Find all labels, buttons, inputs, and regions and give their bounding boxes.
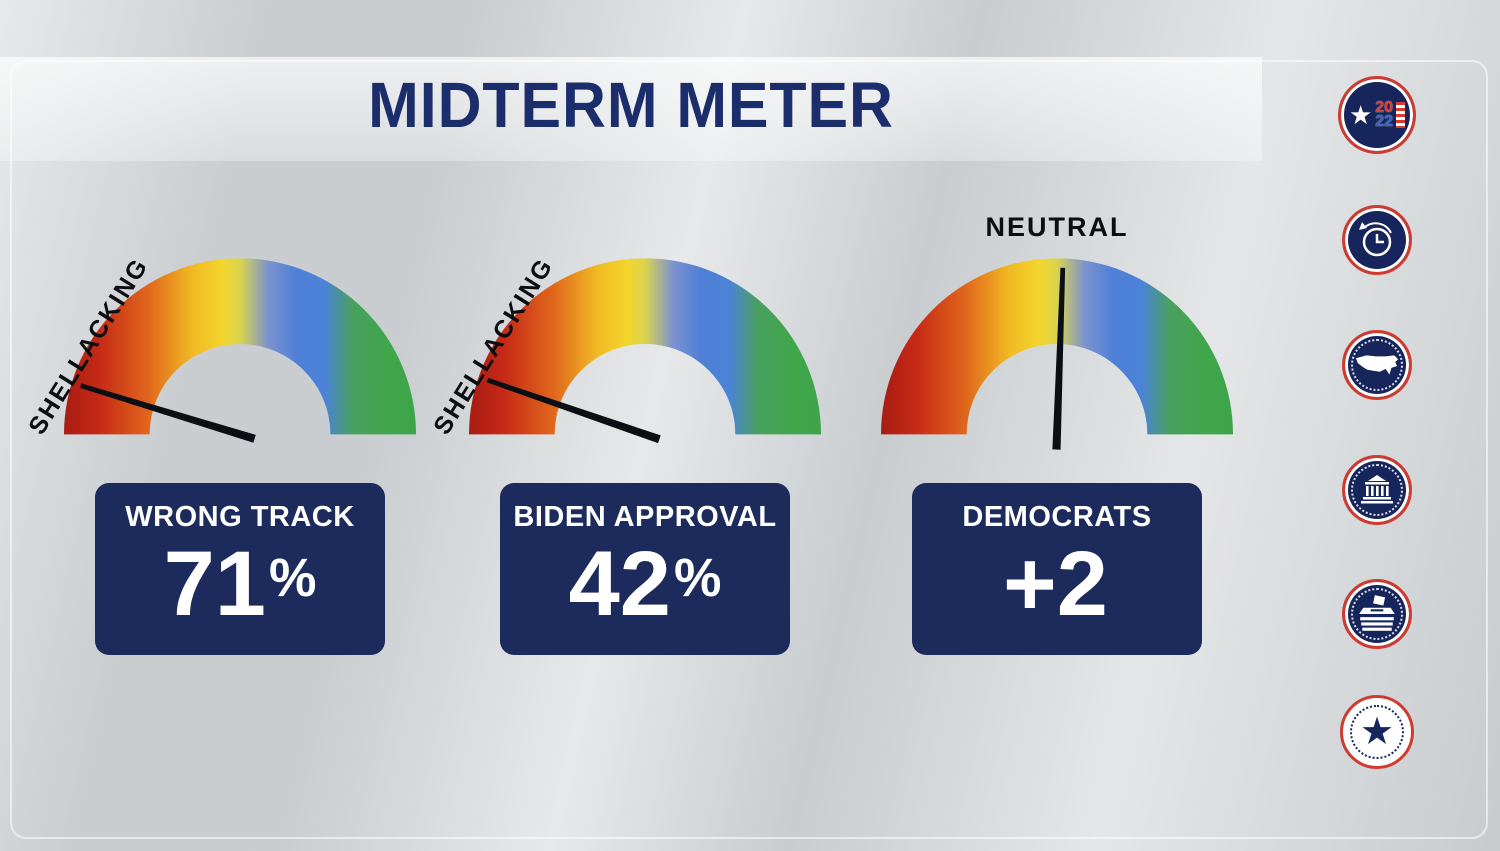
stat-label: BIDEN APPROVAL — [513, 501, 777, 533]
stat-suffix: % — [268, 549, 317, 609]
stat-suffix: % — [673, 549, 722, 609]
gauge-biden-approval: SHELLACKING BIDEN APPROVAL 42% — [428, 253, 821, 655]
gauge-zone-label: NEUTRAL — [985, 212, 1129, 242]
gauge-arc — [469, 258, 821, 444]
gauge-arc — [881, 258, 1233, 450]
star-icon: ★ — [1348, 100, 1373, 130]
election-2022-badge: ★ 20 22 — [1348, 99, 1406, 130]
dotted-ring — [1351, 464, 1403, 516]
dotted-ring — [1351, 339, 1403, 391]
stat-value: 42% — [568, 533, 722, 635]
gauge-needle — [79, 383, 256, 443]
badge-year-bottom: 22 — [1375, 113, 1394, 130]
dotted-ring — [1350, 705, 1404, 759]
stat-value: +2 — [1003, 533, 1108, 635]
star-badge-icon: ★ — [1340, 695, 1414, 769]
clock-glyph — [1359, 222, 1392, 257]
stat-label: WRONG TRACK — [125, 501, 355, 533]
gauge-needle — [486, 377, 661, 444]
election-2022-badge-icon: ★ 20 22 — [1338, 76, 1416, 154]
white-house-icon — [1342, 455, 1412, 525]
stat-card: BIDEN APPROVAL 42% — [500, 483, 790, 655]
gauge-needle — [1052, 267, 1066, 450]
gauge-democrats: NEUTRAL DEMOCRATS +2 — [881, 212, 1233, 655]
dotted-ring — [1351, 588, 1403, 640]
stat-card: WRONG TRACK 71% — [95, 483, 385, 655]
gauge-arc — [64, 258, 416, 443]
ballot-box-icon — [1342, 579, 1412, 649]
stat-card: DEMOCRATS +2 — [912, 483, 1202, 655]
badge-year-top: 20 — [1375, 99, 1394, 116]
countdown-clock-icon — [1342, 205, 1412, 275]
usa-map-icon — [1342, 330, 1412, 400]
title-band — [0, 57, 1262, 161]
flag-stripes-icon — [1396, 102, 1406, 128]
stat-label: DEMOCRATS — [962, 501, 1152, 533]
page-title: MIDTERM METER — [368, 69, 894, 141]
stat-value: 71% — [163, 533, 317, 635]
gauge-wrong-track: SHELLACKING WRONG TRACK 71% — [23, 253, 416, 655]
